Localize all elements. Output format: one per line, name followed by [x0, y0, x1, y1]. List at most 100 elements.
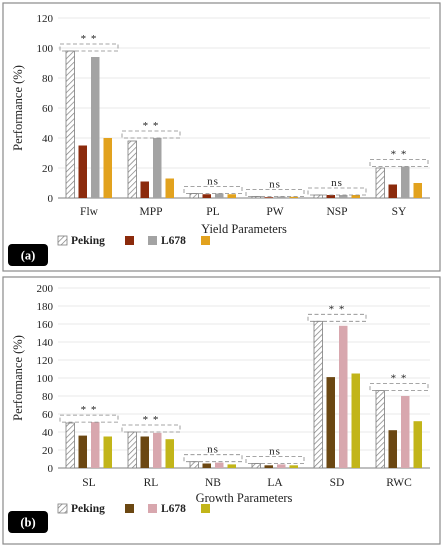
category-label: Flw [80, 206, 99, 218]
significance-label: ns [269, 446, 281, 458]
bar-pl-series-2 [202, 194, 211, 198]
bar-rl-series-3 [153, 432, 162, 468]
significance-bracket [59, 414, 119, 423]
bar-rwc-series-1 [375, 390, 385, 469]
bar-pl-series-1 [189, 193, 199, 199]
bar-nsp-series-4 [351, 195, 360, 198]
y-tick-label: 40 [42, 133, 54, 145]
panel-tag [8, 244, 48, 266]
panel-frame [2, 276, 441, 545]
bar-sd-series-2 [326, 377, 335, 468]
bar-la-series-3 [277, 464, 286, 468]
significance-bracket [369, 383, 429, 392]
significance-bracket [59, 43, 119, 52]
significance-label: * * [391, 149, 408, 161]
panel-tag-label: (b) [20, 516, 35, 530]
bar-nsp-series-3 [339, 195, 348, 198]
y-tick-label: 140 [37, 337, 54, 349]
panel-tag [8, 511, 48, 533]
category-label: NB [205, 477, 221, 489]
legend-swatch [57, 235, 68, 246]
bar-rl-series-4 [165, 439, 174, 468]
bar-rl-series-1 [127, 431, 137, 469]
bar-nb-series-1 [189, 461, 199, 469]
bar-nsp-series-2 [326, 195, 335, 198]
bar-sy-series-4 [413, 183, 422, 198]
y-tick-label: 40 [42, 427, 54, 439]
category-label: PW [266, 206, 283, 218]
bar-flw-series-2 [78, 145, 87, 198]
legend: Peking L678 [57, 503, 210, 515]
significance-label: * * [143, 120, 160, 132]
bar-sl-series-4 [103, 436, 112, 468]
legend-swatch [57, 503, 68, 514]
bar-nb-series-4 [227, 464, 236, 468]
bar-rwc-series-3 [401, 396, 410, 468]
x-axis-title: Yield Parameters [201, 222, 287, 236]
significance-bracket [121, 130, 181, 139]
category-label: RWC [386, 477, 412, 489]
significance-bracket [183, 186, 243, 194]
y-tick-label: 120 [37, 13, 54, 25]
bar-rl-series-2 [140, 436, 149, 468]
significance-bracket [183, 454, 243, 463]
legend-swatch [201, 236, 210, 245]
y-tick-label: 120 [37, 355, 54, 367]
bar-pw-series-2 [264, 197, 273, 198]
significance-bracket [245, 189, 305, 197]
significance-label: ns [207, 176, 219, 188]
bar-sy-series-1 [375, 167, 385, 199]
y-tick-label: 20 [42, 445, 54, 457]
bar-sl-series-2 [78, 435, 87, 468]
panel-a: 0 20 40 60 80 100 120 * * Flw * * MPP ns PL ns PW ns NSP… [2, 2, 441, 272]
bar-sl-series-1 [65, 422, 75, 469]
category-label: LA [267, 477, 283, 489]
significance-label: * * [81, 404, 98, 416]
panel-tag-label: (a) [21, 249, 36, 263]
y-tick-label: 80 [42, 73, 54, 85]
bar-mpp-series-4 [165, 178, 174, 198]
y-tick-label: 0 [48, 463, 54, 475]
y-tick-label: 180 [37, 301, 54, 313]
bar-mpp-series-1 [127, 140, 137, 199]
significance-label: * * [329, 303, 346, 315]
y-tick-label: 100 [37, 43, 54, 55]
bar-flw-series-3 [91, 57, 100, 198]
legend-label: Peking [71, 503, 105, 515]
significance-bracket [307, 187, 367, 196]
category-label: SY [392, 206, 407, 218]
legend: Peking L678 [57, 235, 210, 247]
significance-bracket [121, 424, 181, 433]
legend-label: L678 [161, 503, 186, 515]
y-axis-title: Performance (%) [11, 65, 25, 151]
category-label: RL [144, 477, 159, 489]
significance-label: * * [81, 33, 98, 45]
category-label: MPP [139, 206, 162, 218]
bar-pw-series-4 [289, 196, 298, 198]
legend-label: Peking [71, 235, 105, 247]
significance-label: * * [391, 373, 408, 385]
significance-label: ns [269, 179, 281, 191]
legend-swatch [148, 504, 157, 513]
bar-nsp-series-1 [313, 194, 323, 199]
legend-swatch [125, 236, 134, 245]
bar-la-series-4 [289, 465, 298, 468]
category-label: SD [330, 477, 345, 489]
x-axis-title: Growth Parameters [196, 491, 293, 505]
bar-sy-series-2 [388, 184, 397, 198]
bar-flw-series-1 [65, 50, 75, 199]
bar-sd-series-1 [313, 320, 323, 469]
bar-rwc-series-2 [388, 430, 397, 468]
bar-nb-series-3 [215, 462, 224, 468]
bar-pl-series-4 [227, 194, 236, 198]
y-tick-label: 200 [37, 283, 54, 295]
bar-rwc-series-4 [413, 421, 422, 468]
y-tick-label: 80 [42, 391, 54, 403]
y-tick-label: 0 [48, 193, 54, 205]
y-tick-label: 160 [37, 319, 54, 331]
significance-bracket [245, 456, 305, 464]
bar-pw-series-3 [277, 196, 286, 198]
bar-nb-series-2 [202, 463, 211, 468]
bar-flw-series-4 [103, 138, 112, 198]
y-tick-label: 100 [37, 373, 54, 385]
